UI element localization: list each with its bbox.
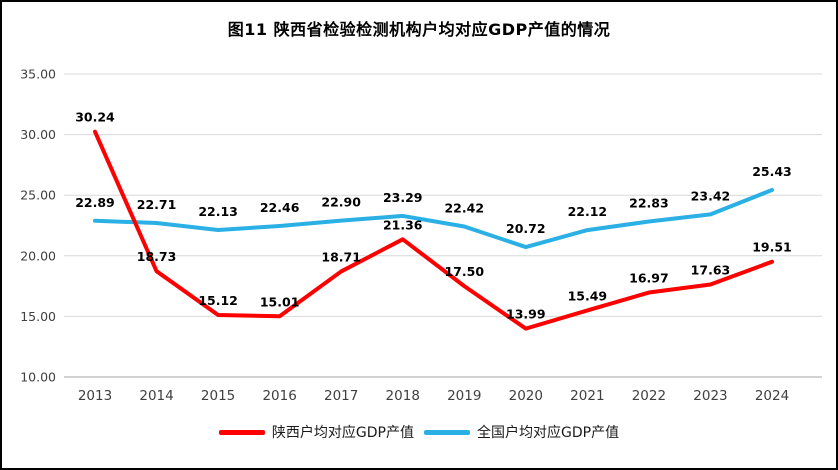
point-label: 17.63	[691, 263, 731, 278]
x-axis-tick-label: 2016	[262, 388, 296, 404]
y-axis-tick-label: 25.00	[20, 188, 56, 203]
x-axis-tick-label: 2021	[570, 388, 604, 404]
point-label: 16.97	[629, 271, 669, 286]
point-label: 22.42	[444, 200, 484, 215]
point-label: 15.01	[260, 294, 300, 309]
point-label: 20.72	[506, 221, 546, 236]
point-label: 22.89	[75, 195, 115, 210]
legend-swatch-national-icon	[424, 429, 470, 435]
point-label: 22.71	[137, 197, 177, 212]
x-axis-tick-label: 2023	[693, 388, 727, 404]
point-label: 22.12	[568, 204, 608, 219]
point-label: 22.13	[198, 204, 238, 219]
point-label: 15.49	[568, 288, 608, 303]
point-label: 19.51	[752, 240, 792, 255]
point-label: 22.90	[321, 195, 361, 210]
x-axis-tick-label: 2015	[201, 388, 235, 404]
chart-title: 图11 陕西省检验检测机构户均对应GDP产值的情况	[227, 20, 611, 39]
point-label: 22.46	[260, 200, 300, 215]
point-label: 13.99	[506, 307, 546, 322]
y-axis-tick-label: 20.00	[20, 248, 56, 263]
point-label: 25.43	[752, 164, 792, 179]
point-label: 23.29	[383, 190, 423, 205]
point-label: 17.50	[444, 264, 484, 279]
x-axis-tick-label: 2024	[755, 388, 789, 404]
point-label: 15.12	[198, 293, 238, 308]
point-label: 23.42	[691, 188, 731, 203]
chart-legend: 陕西户均对应GDP产值 全国户均对应GDP产值	[2, 422, 836, 442]
legend-label-shaanxi: 陕西户均对应GDP产值	[271, 425, 414, 441]
x-axis-tick-label: 2018	[386, 388, 420, 404]
x-axis-tick-label: 2017	[324, 388, 358, 404]
legend-label-national: 全国户均对应GDP产值	[477, 425, 620, 441]
legend-swatch-shaanxi-icon	[218, 429, 265, 435]
point-label: 30.24	[75, 110, 115, 125]
point-label: 18.71	[321, 249, 361, 264]
y-axis-tick-label: 10.00	[20, 370, 56, 385]
x-axis-tick-label: 2022	[632, 388, 666, 404]
point-label: 21.36	[383, 217, 423, 232]
series-line-1	[93, 187, 774, 250]
legend-item-shaanxi: 陕西户均对应GDP产值	[218, 422, 414, 442]
x-axis-tick-label: 2020	[509, 388, 543, 404]
y-axis-tick-label: 15.00	[20, 309, 56, 324]
y-axis-tick-label: 30.00	[20, 127, 56, 142]
x-axis-tick-label: 2019	[447, 388, 481, 404]
point-label: 22.83	[629, 196, 669, 211]
x-axis-tick-label: 2014	[139, 388, 173, 404]
legend-item-national: 全国户均对应GDP产值	[424, 422, 619, 442]
point-label: 18.73	[137, 249, 177, 264]
y-axis-tick-label: 35.00	[20, 67, 56, 82]
series-line-0	[93, 129, 774, 331]
x-axis-tick-label: 2013	[78, 388, 112, 404]
